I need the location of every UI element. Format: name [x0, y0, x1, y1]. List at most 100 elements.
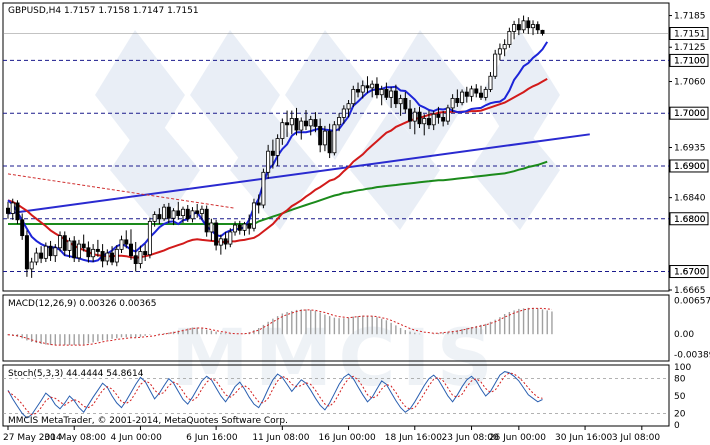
watermark-text: MMCIS: [171, 314, 499, 404]
time-axis-tick: 16 Jun 00:00: [319, 433, 376, 443]
last-price-box: [669, 27, 709, 40]
candle-body: [195, 210, 200, 214]
candle-body: [6, 207, 11, 214]
macd-panel-frame: [2, 294, 670, 362]
candle-body: [209, 222, 214, 233]
macd-axis-tick: 0.00: [674, 330, 694, 340]
trendlines: [7, 133, 590, 215]
candle-body: [147, 220, 152, 256]
price-axis-tick: 1.7000: [674, 109, 706, 119]
macd-signal-line: [7, 307, 553, 346]
candle-body: [190, 210, 195, 220]
price-levels: 1.7100 1.7000 1.6900 1.6800 1.6700: [3, 27, 709, 279]
candle-body: [332, 124, 337, 154]
candle-body: [15, 202, 20, 221]
candle-body: [48, 245, 53, 257]
candle-body: [445, 107, 450, 122]
candle-body: [351, 89, 356, 105]
candle-body: [256, 202, 261, 206]
candle-body: [389, 90, 394, 98]
price-axis-tick: 1.6900: [674, 162, 706, 172]
candle-body: [171, 210, 176, 219]
time-axis-tick: 26 Jun 00:00: [489, 433, 546, 443]
candle-body: [280, 122, 285, 139]
level-label-box: [669, 106, 709, 120]
trendline-resistance: [7, 173, 236, 209]
candle-body: [43, 245, 48, 259]
macd-label: MACD(12,26,9) 0.00326 0.00365: [8, 299, 157, 309]
candle-body: [62, 235, 67, 251]
time-axis-tick: 30 Jun 16:00: [555, 433, 612, 443]
time-axis-tick: 6 Jun 16:00: [186, 433, 238, 443]
price-axis-tick: 1.7151: [674, 30, 706, 40]
candle-body: [119, 239, 124, 250]
price-axis-tick: 1.7100: [674, 56, 706, 66]
stoch-axis-tick: 0: [674, 421, 680, 431]
candle-body: [199, 208, 204, 214]
stoch-axis-tick: 100: [674, 363, 691, 373]
candle-body: [474, 88, 479, 94]
candle-body: [540, 29, 545, 34]
candle-body: [152, 214, 157, 222]
candle-body: [516, 24, 521, 31]
stoch-axis-tick: 20: [674, 409, 686, 419]
time-axis-tick: 23 Jun 08:00: [442, 433, 499, 443]
time-axis-tick: 30 May 08:00: [44, 433, 106, 443]
candle-body: [502, 44, 507, 50]
candle-body: [337, 117, 342, 126]
candle-body: [223, 238, 228, 245]
candle-body: [124, 239, 129, 245]
candle-body: [322, 130, 327, 146]
candle-body: [266, 150, 271, 173]
candle-body: [436, 113, 441, 118]
candle-body: [374, 83, 379, 96]
time-axis-tick: 4 Jun 00:00: [110, 433, 162, 443]
candle-body: [422, 118, 427, 125]
candle-body: [270, 150, 275, 156]
candle-body: [327, 130, 332, 154]
level-label-box: [669, 159, 709, 173]
candle-body: [431, 113, 436, 126]
candle-body: [483, 89, 488, 98]
candle-body: [261, 171, 266, 206]
candle-body: [512, 24, 517, 32]
stoch-signal-line: [7, 372, 543, 416]
stoch-axis-tick: 50: [674, 392, 686, 402]
candle-body: [356, 89, 361, 93]
candle-body: [275, 138, 280, 156]
candle-body: [204, 208, 209, 233]
candle-body: [464, 91, 469, 97]
level-label: 1.6800: [674, 215, 706, 225]
time-axis-tick: 18 Jun 16:00: [385, 433, 442, 443]
candle-body: [67, 240, 72, 251]
level-label: 1.6900: [674, 162, 706, 172]
candle-body: [105, 252, 110, 262]
candle-body: [384, 89, 389, 98]
level-label-box: [669, 53, 709, 67]
candle-body: [417, 111, 422, 125]
time-axis-tick: 27 May 2014: [3, 433, 62, 443]
watermark-logo: [95, 30, 560, 230]
candle-body: [408, 108, 413, 122]
candle-body: [86, 247, 91, 258]
candle-body: [488, 75, 493, 90]
candle-body: [81, 243, 86, 249]
candle-body: [218, 238, 223, 246]
candle-body: [289, 118, 294, 126]
candle-body: [497, 48, 502, 55]
candle-body: [299, 120, 304, 131]
candle-body: [412, 111, 417, 122]
candle-body: [34, 252, 39, 263]
candle-body: [303, 120, 308, 127]
candle-body: [181, 208, 186, 216]
price-axis-tick: 1.6800: [674, 215, 706, 225]
trendline-support: [7, 133, 590, 215]
candle-body: [228, 231, 233, 245]
axis-labels: 1.7185 1.7151 1.7125 1.7100 1.7060 1.7000 1.69…: [3, 12, 710, 443]
candle-body: [214, 222, 219, 246]
candle-body: [138, 251, 143, 265]
candle-body: [20, 219, 25, 237]
candle-body: [242, 223, 247, 231]
candle-body: [455, 98, 460, 104]
